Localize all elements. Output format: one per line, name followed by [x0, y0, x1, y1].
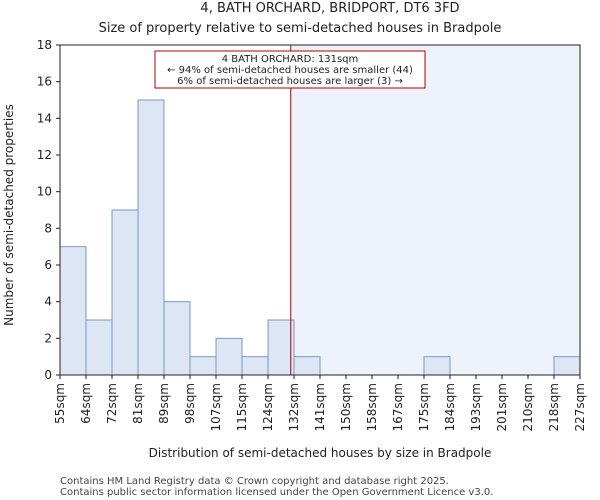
histogram-bar — [163, 301, 191, 376]
footer-line-2: Contains public sector information licen… — [60, 487, 493, 498]
x-tick-label: 124sqm — [261, 383, 275, 431]
histogram-bar — [293, 356, 321, 376]
x-tick-label: 72sqm — [105, 383, 119, 424]
annotation-line-2: ← 94% of semi-detached houses are smalle… — [167, 65, 413, 76]
histogram-bar — [189, 356, 217, 376]
y-tick-label: 6 — [44, 258, 52, 272]
chart-subtitle: Size of property relative to semi-detach… — [99, 21, 502, 36]
x-tick-label: 184sqm — [443, 383, 457, 431]
annotation-box: 4 BATH ORCHARD: 131sqm ← 94% of semi-det… — [154, 50, 426, 89]
x-tick-label: 193sqm — [469, 383, 483, 431]
footer-line-1: Contains HM Land Registry data © Crown c… — [60, 476, 449, 487]
x-tick-label: 89sqm — [157, 383, 171, 424]
x-tick-label: 81sqm — [131, 383, 145, 424]
y-tick-label: 16 — [37, 75, 52, 89]
x-tick-label: 158sqm — [365, 383, 379, 431]
x-tick-label: 107sqm — [209, 383, 223, 431]
histogram-bar — [423, 356, 451, 376]
histogram-bar — [137, 99, 165, 376]
x-tick-label: 201sqm — [495, 383, 509, 431]
y-tick-label: 4 — [44, 295, 52, 309]
y-tick-label: 14 — [37, 111, 52, 125]
annotation-frame — [154, 50, 426, 89]
highlight-region-layer — [290, 45, 580, 375]
histogram-bar — [59, 246, 87, 376]
x-tick-label: 55sqm — [53, 383, 67, 424]
histogram-bar — [553, 356, 581, 376]
y-tick-label: 0 — [44, 368, 52, 382]
x-tick-label: 210sqm — [521, 383, 535, 431]
annotation-line-1: 4 BATH ORCHARD: 131sqm — [222, 54, 359, 65]
y-tick-label: 12 — [37, 148, 52, 162]
y-tick-label: 8 — [44, 221, 52, 235]
annotation-line-3: 6% of semi-detached houses are larger (3… — [177, 76, 403, 87]
y-tick-label: 18 — [37, 38, 52, 52]
x-tick-label: 167sqm — [391, 383, 405, 431]
y-tick-label: 2 — [44, 331, 52, 345]
x-ticks-layer: 55sqm 64sqm 72sqm 81sqm 89sqm 98sqm 107sqm 115s… — [53, 375, 587, 431]
x-tick-label: 218sqm — [547, 383, 561, 431]
x-tick-label: 115sqm — [235, 383, 249, 431]
plot-frame — [59, 44, 581, 376]
histogram-bar — [215, 337, 243, 376]
x-tick-label: 150sqm — [339, 383, 353, 431]
histogram-bar — [85, 319, 113, 376]
x-tick-label: 132sqm — [287, 383, 301, 431]
x-axis-label: Distribution of semi-detached houses by … — [149, 446, 492, 460]
x-tick-label: 98sqm — [183, 383, 197, 424]
x-tick-label: 141sqm — [313, 383, 327, 431]
larger-region-shade — [290, 45, 580, 375]
x-tick-label: 64sqm — [79, 383, 93, 424]
chart-title: 4, BATH ORCHARD, BRIDPORT, DT6 3FD — [200, 1, 459, 16]
histogram-bar — [111, 209, 139, 376]
y-axis-label: Number of semi-detached properties — [2, 104, 16, 326]
y-ticks-layer: 0 2 4 6 8 10 12 14 16 18 — [37, 38, 60, 382]
x-tick-label: 227sqm — [573, 383, 587, 431]
bars-layer — [59, 99, 581, 376]
histogram-bar — [241, 356, 269, 376]
y-tick-label: 10 — [37, 185, 52, 199]
histogram-bar — [267, 319, 295, 376]
x-tick-label: 175sqm — [417, 383, 431, 431]
